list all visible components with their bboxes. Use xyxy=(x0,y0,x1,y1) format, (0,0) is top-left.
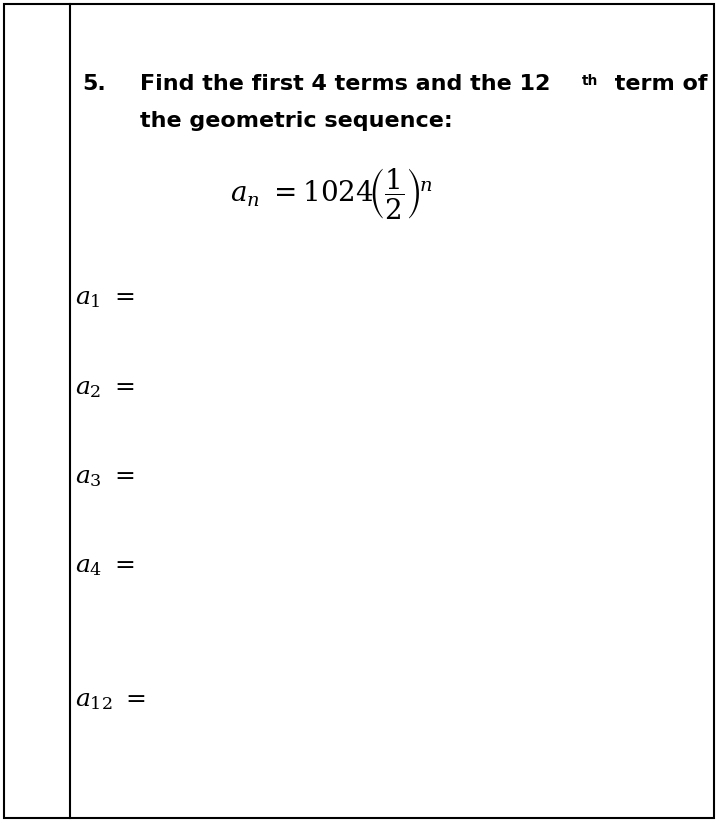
Text: $a_n\ =1024\!\left(\dfrac{1}{2}\right)^{\!n}$: $a_n\ =1024\!\left(\dfrac{1}{2}\right)^{… xyxy=(230,166,432,220)
FancyBboxPatch shape xyxy=(4,4,714,818)
Text: $a_{12}\ =$: $a_{12}\ =$ xyxy=(75,688,146,713)
Text: th: th xyxy=(582,74,599,88)
Text: $a_3\ =$: $a_3\ =$ xyxy=(75,464,135,489)
Text: term of: term of xyxy=(607,74,707,94)
Text: $a_4\ =$: $a_4\ =$ xyxy=(75,553,135,578)
Text: 5.: 5. xyxy=(83,74,106,94)
Text: Find the first 4 terms and the 12: Find the first 4 terms and the 12 xyxy=(140,74,551,94)
Text: the geometric sequence:: the geometric sequence: xyxy=(140,111,453,131)
Text: $a_2\ =$: $a_2\ =$ xyxy=(75,376,135,400)
Text: $a_1\ =$: $a_1\ =$ xyxy=(75,285,135,310)
